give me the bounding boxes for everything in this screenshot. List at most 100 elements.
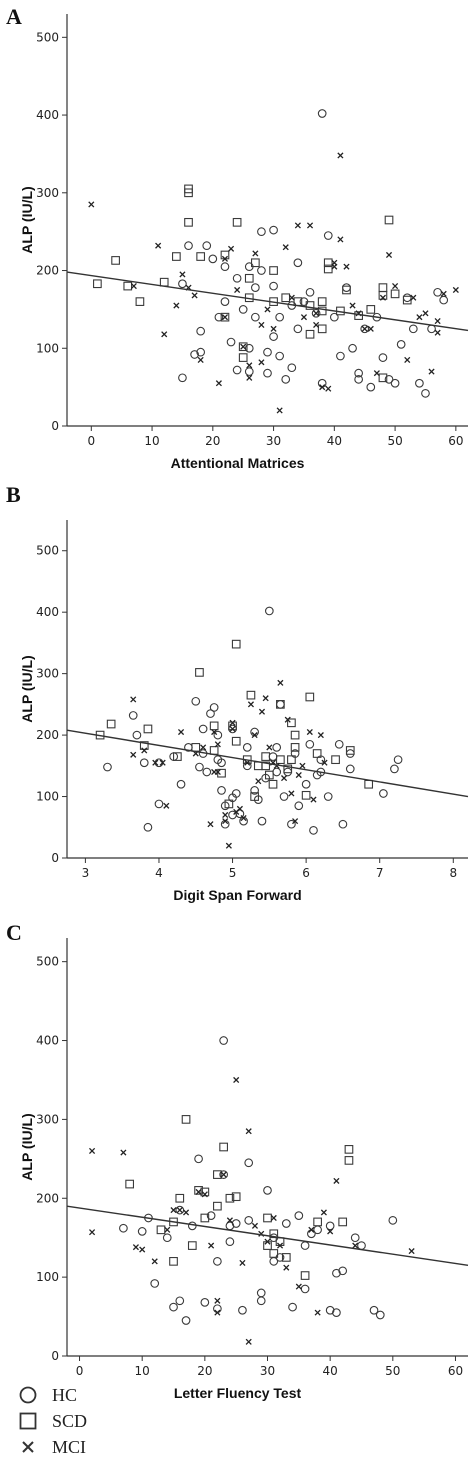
point-mci [246,362,253,369]
point-mci [270,1214,277,1222]
point-scd [196,252,206,261]
point-mci [313,321,320,329]
point-hc [244,1215,254,1225]
point-hc [300,1241,310,1250]
panel-letter-b: B [6,482,21,507]
point-hc [338,819,348,829]
point-hc [219,1170,228,1179]
point-mci [282,244,289,251]
legend-item-scd: SCD [18,1409,87,1433]
point-mci [229,725,236,733]
point-scd [181,1115,191,1124]
point-scd [344,1145,354,1154]
point-mci [300,314,308,321]
point-mci [245,1338,252,1345]
point-scd [194,1186,203,1195]
x-tick-label: 6 [302,866,310,880]
point-hc [294,1211,304,1220]
circle-marker-icon [18,1385,38,1405]
y-tick-label: 200 [36,264,59,278]
point-scd [338,1217,348,1227]
point-mci [239,1259,246,1266]
point-scd [231,1192,241,1202]
point-hc [184,241,193,251]
point-hc [332,1308,341,1317]
point-hc [402,293,412,303]
point-hc [225,1237,235,1246]
x-tick-label: 50 [387,434,402,448]
point-mci [234,286,241,294]
point-mci [434,329,441,336]
point-mci [270,325,277,332]
point-hc [269,332,278,341]
point-hc [235,809,245,819]
point-hc [250,786,259,795]
point-scd [159,277,169,287]
point-hc [390,378,400,388]
point-mci [173,302,180,309]
point-scd [156,1225,166,1235]
point-hc [313,1225,322,1235]
point-scd [209,721,219,731]
point-mci [320,1209,327,1216]
point-mci [236,805,243,812]
point-hc [198,724,208,734]
point-mci [352,1242,359,1249]
y-tick-label: 0 [51,1349,59,1363]
x-tick-label: 0 [87,434,95,448]
point-mci [428,368,435,375]
point-scd [169,1257,178,1266]
x-tick-label: 10 [135,1364,150,1378]
x-tick-label: 40 [323,1364,338,1378]
point-scd [195,668,204,677]
point-hc [325,1221,335,1231]
x-tick-label: 60 [448,434,463,448]
series-mci [89,1076,415,1345]
legend-label-mci: MCI [52,1436,87,1457]
point-mci [264,306,271,313]
point-mci [295,771,302,779]
point-mci [132,1244,139,1251]
point-hc [178,279,187,289]
point-scd [253,761,263,771]
point-hc [263,368,272,378]
point-scd [184,184,193,194]
point-scd [287,755,296,765]
point-mci [321,759,328,766]
point-mci [276,1242,284,1249]
point-mci [211,728,218,736]
point-mci [288,294,295,301]
point-scd [123,281,133,291]
point-hc [238,305,248,314]
point-hc [378,353,388,362]
point-mci [349,302,356,309]
point-scd [364,779,374,789]
point-hc [139,758,149,768]
point-mci [215,380,222,387]
chart-a: 0 100 200 300 400 500 0 10 20 30 40 50 60 Attentional… [19,14,469,471]
point-scd [213,1170,222,1179]
legend-item-mci: MCI [18,1435,86,1459]
point-scd [143,724,153,734]
point-mci [214,768,221,776]
point-mci [294,222,301,229]
point-hc [272,743,282,752]
point-mci [226,1217,233,1224]
point-mci [299,762,306,769]
legend-label-scd: SCD [52,1410,88,1431]
point-hc [154,758,164,768]
point-hc [354,368,363,378]
point-mci [379,294,386,301]
point-mci [252,250,259,257]
point-hc [415,378,424,388]
legend-item-hc: HC [18,1383,77,1407]
y-tick-label: 0 [51,851,59,865]
square-marker-icon [18,1411,38,1431]
point-hc [226,337,236,347]
point-mci [164,1226,171,1233]
point-mci [170,1207,177,1214]
point-hc [209,703,219,712]
point-mci [408,1248,415,1255]
point-hc [154,799,164,809]
point-hc [257,266,266,275]
